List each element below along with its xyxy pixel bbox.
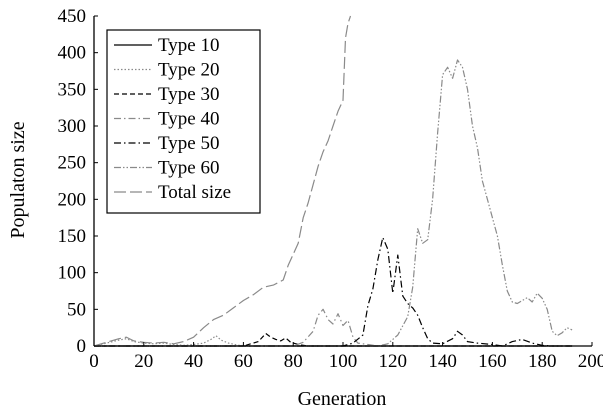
x-tick-label: 20 [134,351,153,372]
y-tick-label: 350 [58,79,87,100]
legend-label: Type 40 [158,109,219,130]
x-tick-label: 100 [329,351,358,372]
series-line-type-50 [94,236,573,347]
y-tick-label: 400 [58,43,87,64]
x-tick-label: 40 [184,351,203,372]
legend: Type 10 Type 20 Type 30 Type 40 Type 50 Type … [106,29,261,214]
series-line-total-size [93,15,352,347]
x-tick-label: 0 [89,351,99,372]
series-line-type-40 [94,308,573,347]
y-tick-label: 100 [58,263,87,284]
legend-label: Total size [158,182,231,203]
y-tick-label: 250 [58,153,87,174]
y-tick-label: 300 [58,116,87,137]
y-tick-label: 50 [67,299,86,320]
legend-label: Type 10 [158,35,219,56]
legend-box [106,29,261,214]
legend-label: Type 60 [158,158,219,179]
y-tick-label: 200 [58,189,87,210]
x-tick-label: 60 [234,351,253,372]
x-tick-label: 180 [528,351,557,372]
y-axis-label: Populaton size [7,121,29,238]
x-axis-label: Generation [298,388,387,410]
series-line-type-30 [94,332,573,347]
legend-label: Type 20 [158,60,219,81]
y-tick-label: 150 [58,226,87,247]
x-tick-label: 80 [284,351,303,372]
x-tick-label: 120 [379,351,408,372]
x-tick-label: 160 [478,351,507,372]
legend-label: Type 30 [158,84,219,105]
series-line-type-20 [93,335,573,347]
y-tick-label: 0 [77,336,87,357]
x-tick-label: 140 [428,351,457,372]
series-line-type-60 [94,59,573,347]
y-tick-label: 450 [58,6,87,27]
legend-label: Type 50 [158,133,219,154]
x-tick-label: 200 [578,351,603,372]
ticks-layer: 0 20 40 60 80 100 120 140 160 180 200 0 50 100 150 200 2… [58,6,603,372]
